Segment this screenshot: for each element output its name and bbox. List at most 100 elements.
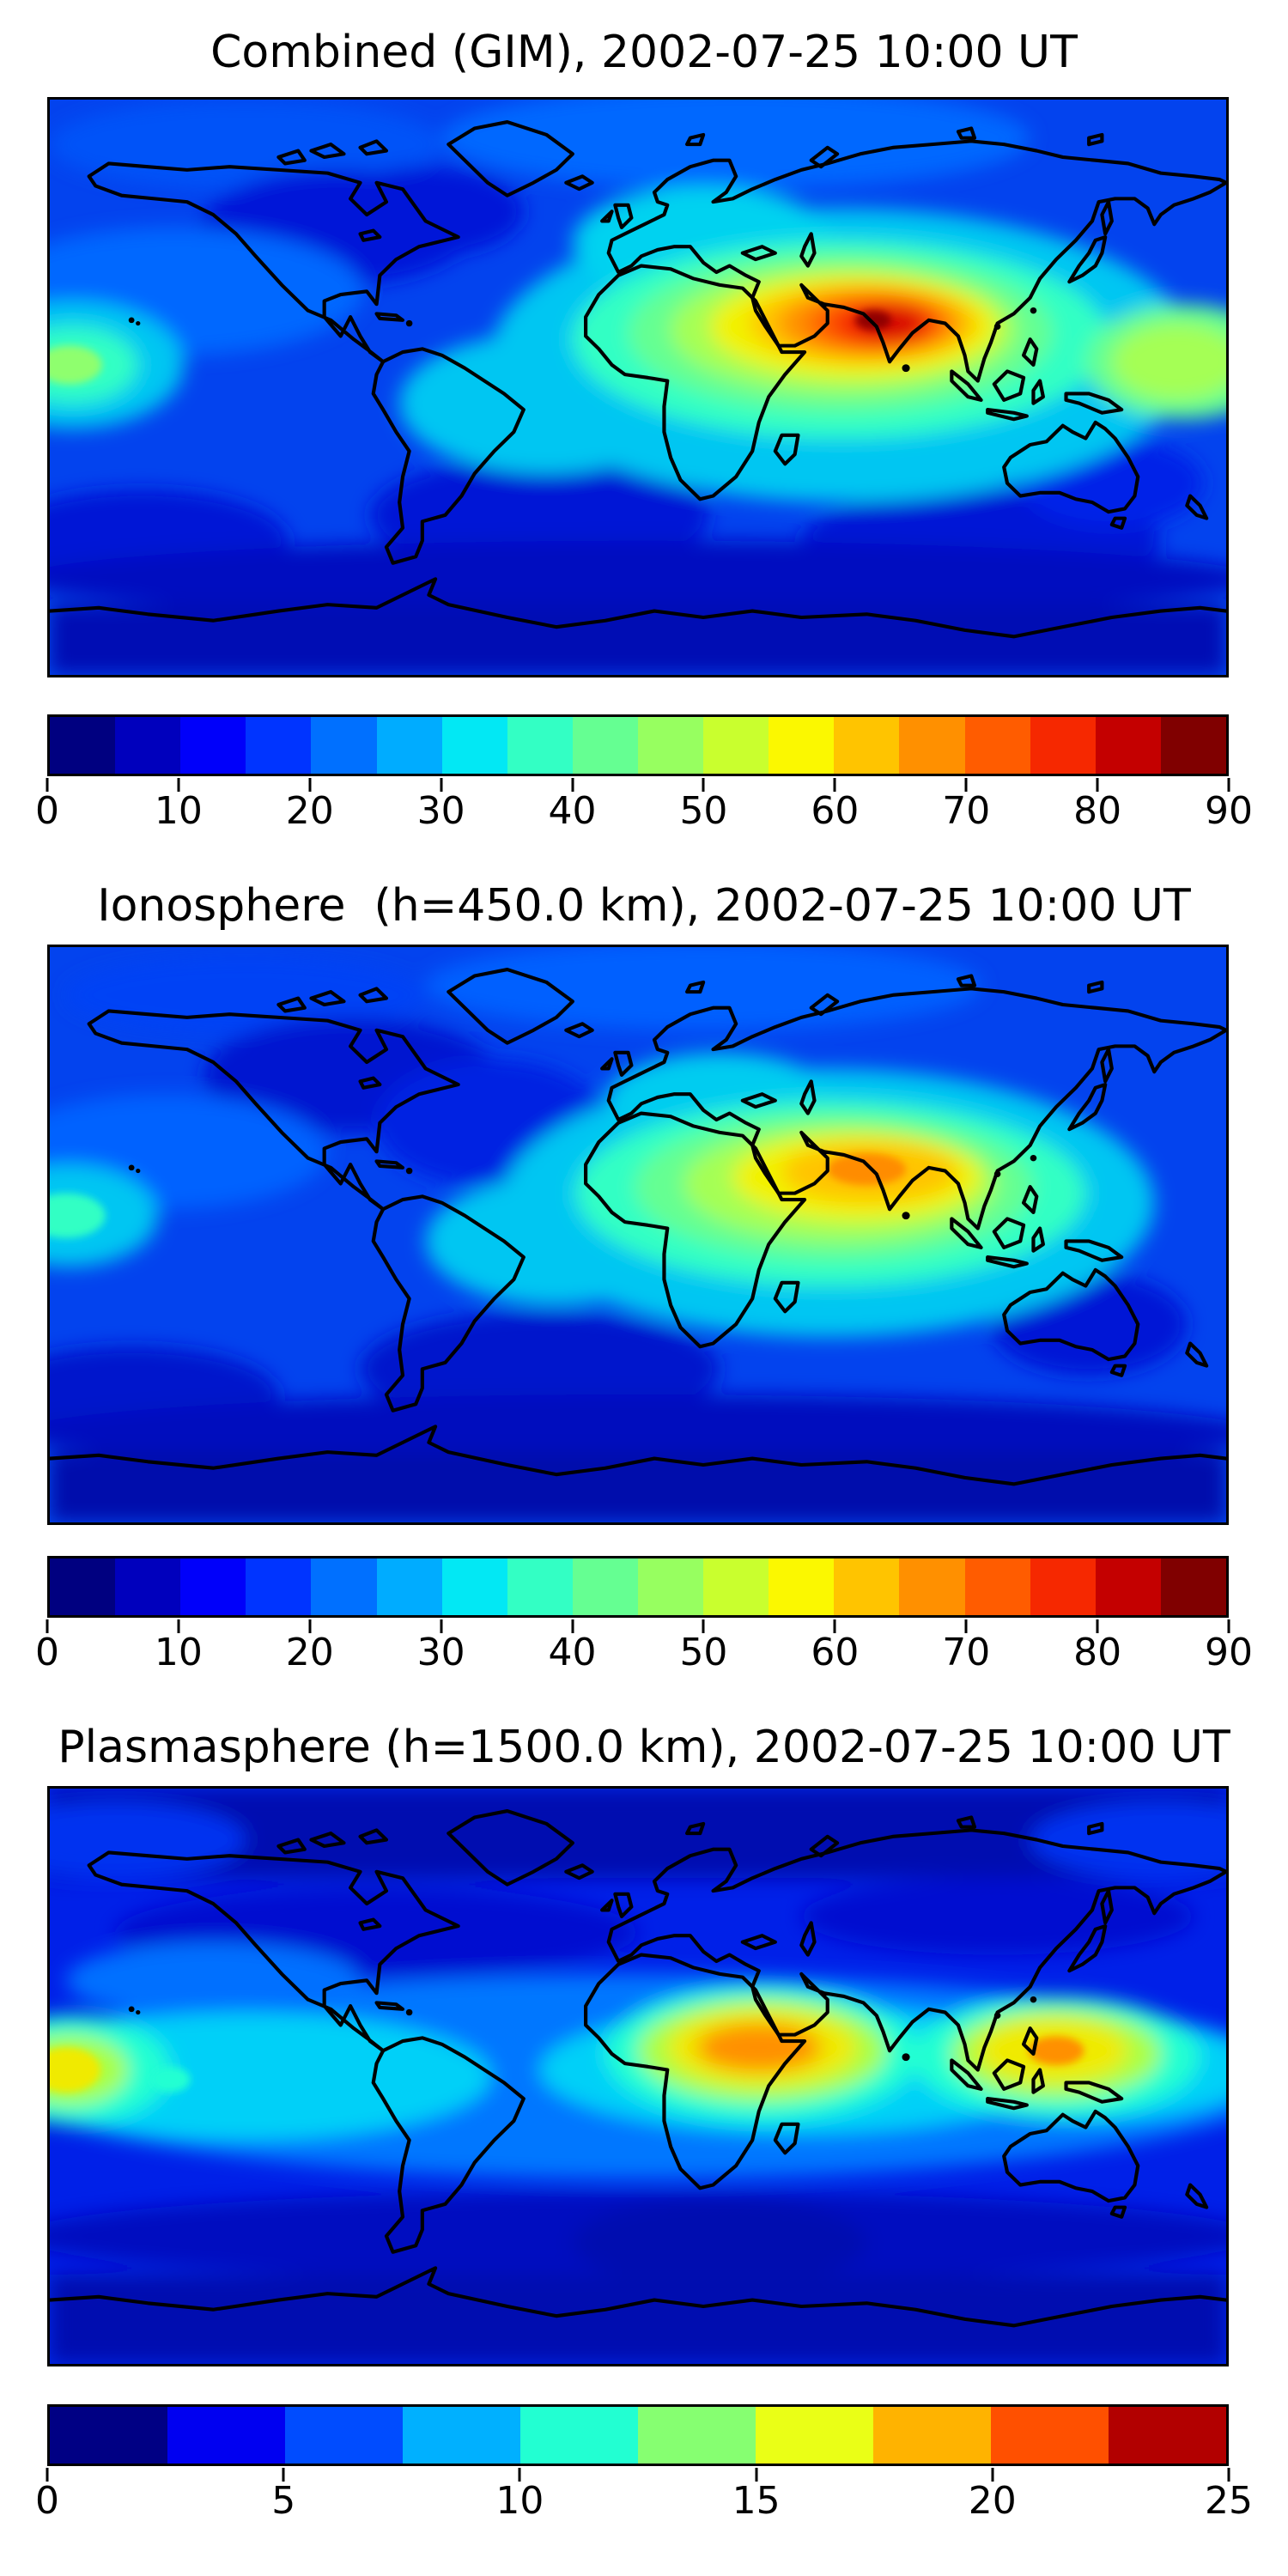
- colorbar-tick-label: 90: [1205, 789, 1253, 833]
- colorbar-tick-mark: [282, 2468, 285, 2482]
- panel-combined-title: Combined (GIM), 2002-07-25 10:00 UT: [210, 27, 1078, 78]
- contour-field-cores: [50, 1153, 907, 1238]
- colorbar-segment-13: [899, 717, 965, 774]
- colorbar-segment-2: [285, 2407, 403, 2464]
- colorbar-tick-mark: [46, 1619, 49, 1633]
- colorbar-tick-mark: [702, 778, 705, 792]
- colorbar-tick-mark: [833, 778, 836, 792]
- colorbar-tick-mark: [440, 778, 443, 792]
- panel-ionosphere-title: Ionosphere (h=450.0 km), 2002-07-25 10:0…: [97, 880, 1191, 932]
- colorbar-tick-label: 70: [942, 1631, 991, 1674]
- colorbar-tick-label: 70: [942, 789, 991, 833]
- colorbar-combined: [47, 714, 1229, 776]
- colorbar-tick-mark: [440, 1619, 443, 1633]
- colorbar-segment-3: [403, 2407, 520, 2464]
- colorbar-tick-label: 50: [679, 1631, 728, 1674]
- colorbar-segment-14: [964, 1558, 1030, 1615]
- colorbar-segment-3: [246, 717, 312, 774]
- colorbar-segment-6: [441, 1558, 507, 1615]
- colorbar-combined-labels: 0 10 20 30 40 50 60 70 80 90: [35, 789, 1253, 835]
- colorbar-segment-14: [964, 717, 1030, 774]
- colorbar-segment-0: [50, 1558, 116, 1615]
- colorbar-segment-11: [769, 717, 835, 774]
- colorbar-plasmasphere: [47, 2404, 1229, 2466]
- colorbar-tick-label: 80: [1073, 789, 1122, 833]
- colorbar-segment-5: [376, 1558, 442, 1615]
- map-plasmasphere: [47, 1786, 1229, 2366]
- colorbar-tick-label: 10: [154, 789, 203, 833]
- colorbar-segment-3: [246, 1558, 312, 1615]
- colorbar-tick-label: 40: [548, 1631, 597, 1674]
- contour-field-cores: [50, 2036, 1084, 2093]
- colorbar-tick-label: 0: [35, 2479, 59, 2523]
- colorbar-segment-9: [637, 1558, 704, 1615]
- colorbar-tick-mark: [571, 778, 574, 792]
- colorbar-tick-mark: [308, 778, 312, 792]
- colorbar-segment-16: [1095, 717, 1161, 774]
- colorbar-segment-2: [180, 1558, 246, 1615]
- map-combined: [47, 97, 1229, 677]
- colorbar-segment-7: [873, 2407, 991, 2464]
- colorbar-tick-label: 15: [732, 2479, 781, 2523]
- colorbar-tick-mark: [46, 778, 49, 792]
- colorbar-plasmasphere-ticks: [46, 2468, 1230, 2483]
- colorbar-tick-label: 20: [285, 789, 334, 833]
- tec-map-plasmasphere: [50, 1789, 1226, 2364]
- colorbar-ionosphere: [47, 1556, 1229, 1618]
- contour-field: [50, 100, 1226, 675]
- colorbar-segment-4: [311, 1558, 377, 1615]
- colorbar-tick-mark: [755, 2468, 758, 2482]
- colorbar-segment-8: [991, 2407, 1109, 2464]
- colorbar-combined-ticks: [46, 778, 1230, 793]
- colorbar-tick-label: 0: [35, 1631, 59, 1674]
- colorbar-segment-6: [756, 2407, 873, 2464]
- colorbar-tick-label: 60: [811, 1631, 860, 1674]
- colorbar-segment-5: [376, 717, 442, 774]
- colorbar-segment-17: [1160, 717, 1226, 774]
- colorbar-segment-10: [703, 717, 769, 774]
- colorbar-ionosphere-ticks: [46, 1619, 1230, 1635]
- colorbar-tick-mark: [1227, 2468, 1230, 2482]
- tec-map-ionosphere: [50, 947, 1226, 1522]
- colorbar-tick-mark: [964, 778, 968, 792]
- colorbar-segment-16: [1095, 1558, 1161, 1615]
- colorbar-segment-12: [834, 1558, 900, 1615]
- colorbar-tick-mark: [1096, 1619, 1099, 1633]
- colorbar-segment-8: [572, 1558, 638, 1615]
- colorbar-tick-label: 25: [1205, 2479, 1253, 2523]
- colorbar-tick-mark: [964, 1619, 968, 1633]
- colorbar-segment-4: [520, 2407, 638, 2464]
- colorbar-tick-mark: [1227, 778, 1230, 792]
- colorbar-tick-mark: [833, 1619, 836, 1633]
- colorbar-tick-label: 10: [495, 2479, 544, 2523]
- colorbar-segment-1: [167, 2407, 285, 2464]
- colorbar-tick-label: 5: [271, 2479, 296, 2523]
- colorbar-tick-label: 0: [35, 789, 59, 833]
- colorbar-tick-label: 20: [285, 1631, 334, 1674]
- colorbar-tick-mark: [1227, 1619, 1230, 1633]
- colorbar-tick-label: 30: [416, 789, 465, 833]
- colorbar-segment-7: [507, 1558, 573, 1615]
- colorbar-segment-7: [507, 717, 573, 774]
- panel-plasmasphere-title: Plasmasphere (h=1500.0 km), 2002-07-25 1…: [58, 1722, 1230, 1773]
- colorbar-segment-6: [441, 717, 507, 774]
- colorbar-segment-17: [1160, 1558, 1226, 1615]
- colorbar-segment-2: [180, 717, 246, 774]
- colorbar-tick-label: 20: [968, 2479, 1017, 2523]
- colorbar-tick-mark: [571, 1619, 574, 1633]
- colorbar-tick-mark: [1096, 778, 1099, 792]
- colorbar-tick-label: 90: [1205, 1631, 1253, 1674]
- colorbar-tick-mark: [308, 1619, 312, 1633]
- colorbar-tick-label: 60: [811, 789, 860, 833]
- colorbar-segment-1: [115, 1558, 181, 1615]
- colorbar-segment-10: [703, 1558, 769, 1615]
- colorbar-ionosphere-labels: 0 10 20 30 40 50 60 70 80 90: [35, 1631, 1253, 1676]
- colorbar-segment-0: [50, 717, 116, 774]
- colorbar-tick-mark: [518, 2468, 521, 2482]
- colorbar-tick-mark: [46, 2468, 49, 2482]
- contour-field-cores: [50, 310, 891, 385]
- colorbar-tick-mark: [991, 2468, 994, 2482]
- colorbar-segment-0: [50, 2407, 167, 2464]
- colorbar-tick-label: 40: [548, 789, 597, 833]
- colorbar-tick-mark: [702, 1619, 705, 1633]
